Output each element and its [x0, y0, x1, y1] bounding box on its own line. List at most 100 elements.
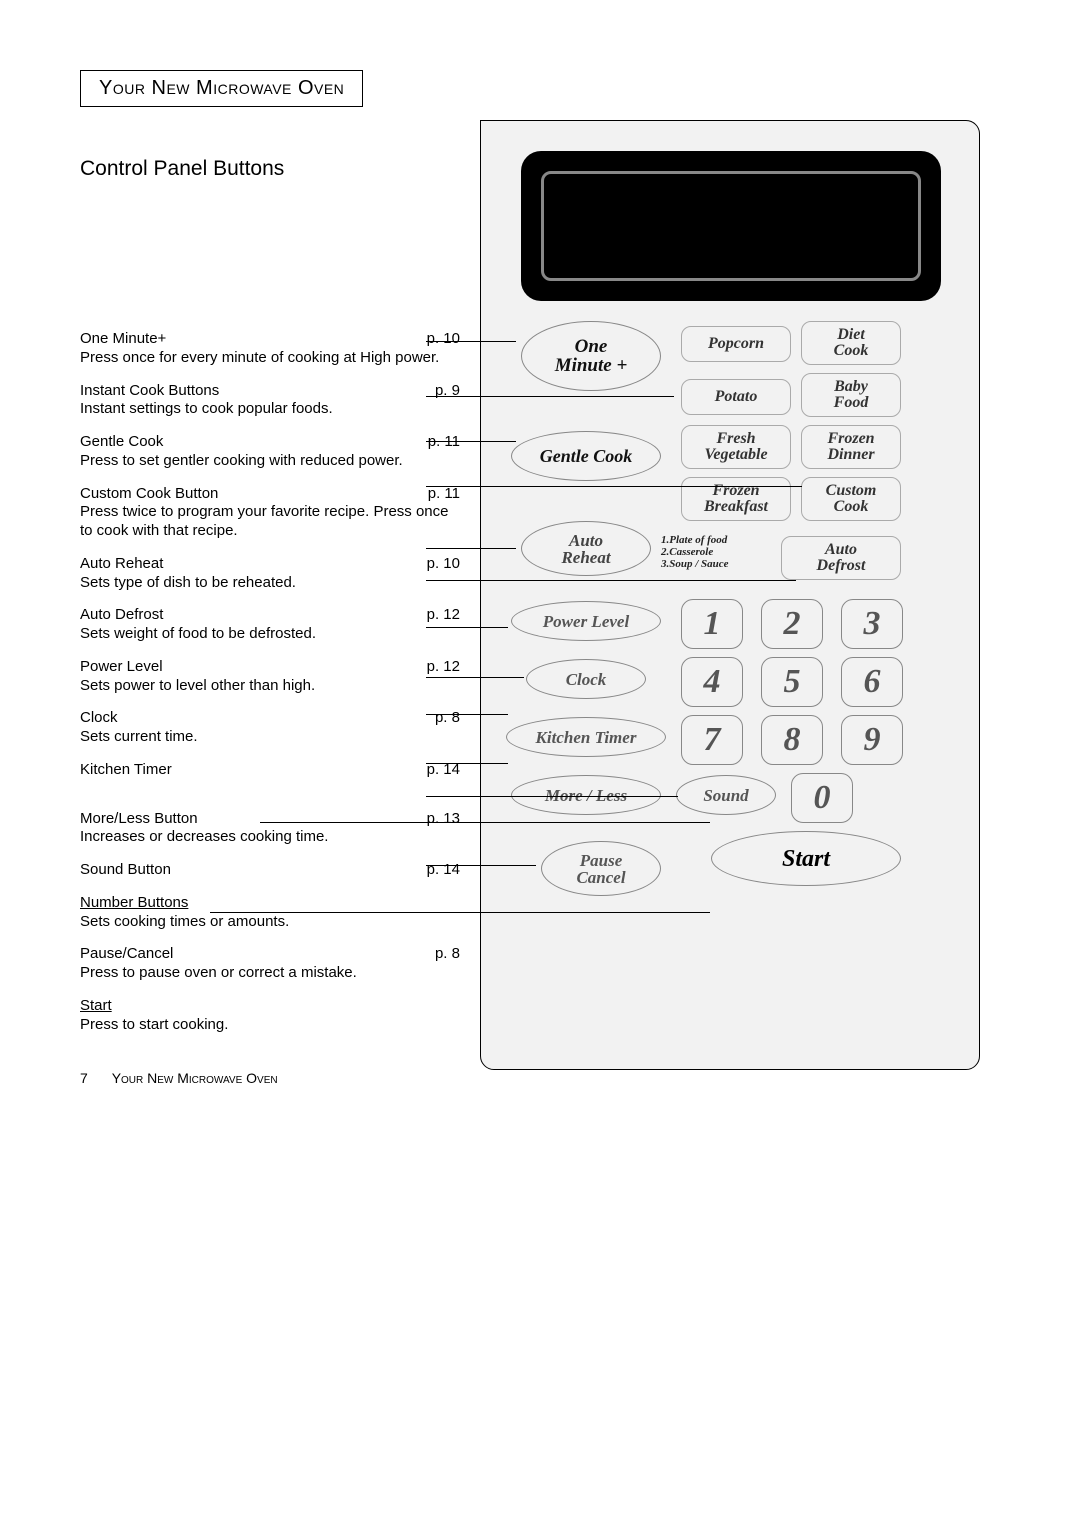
digit: 0	[814, 779, 831, 817]
item-desc: Sets current time.	[80, 728, 460, 747]
item-page: p. 12	[427, 658, 460, 677]
number-9-button[interactable]: 9	[841, 715, 903, 765]
label: Clock	[566, 671, 607, 688]
label: Gentle Cook	[540, 447, 633, 465]
label: Baby	[834, 379, 868, 395]
label: Potato	[715, 389, 758, 405]
label: Start	[782, 847, 830, 871]
number-7-button[interactable]: 7	[681, 715, 743, 765]
leader-line	[426, 714, 508, 715]
leader-line	[426, 341, 516, 342]
item-page: p. 9	[435, 382, 460, 401]
label: Dinner	[827, 447, 874, 463]
leader-line	[426, 441, 516, 442]
label: Sound	[703, 787, 748, 804]
label: Reheat	[561, 549, 610, 566]
item-title: Custom Cook Button	[80, 485, 218, 502]
item-power-level: Power Level p. 12 Sets power to level ot…	[80, 658, 460, 696]
page: Your New Microwave Oven Control Panel Bu…	[80, 70, 1000, 181]
number-4-button[interactable]: 4	[681, 657, 743, 707]
power-level-button[interactable]: Power Level	[511, 601, 661, 641]
item-page: p. 13	[427, 810, 460, 829]
digit: 8	[784, 721, 801, 759]
item-more-less: More/Less Button p. 13 Increases or decr…	[80, 810, 460, 848]
label: Custom	[826, 483, 877, 499]
item-title: Instant Cook Buttons	[80, 382, 219, 399]
label: Diet	[837, 327, 865, 343]
item-title: More/Less Button	[80, 810, 198, 827]
item-desc: Sets type of dish to be reheated.	[80, 574, 460, 593]
leader-line	[426, 548, 516, 549]
leader-line	[426, 865, 536, 866]
potato-button[interactable]: Potato	[681, 379, 791, 415]
item-desc: Press twice to program your favorite rec…	[80, 503, 460, 541]
description-list: One Minute+ p. 10 Press once for every m…	[80, 330, 460, 1048]
lcd-display	[521, 151, 941, 301]
one-minute-button[interactable]: One Minute +	[521, 321, 661, 391]
start-button[interactable]: Start	[711, 831, 901, 886]
leader-line	[426, 796, 678, 797]
item-custom-cook: Custom Cook Button p. 11 Press twice to …	[80, 485, 460, 541]
diet-cook-button[interactable]: DietCook	[801, 321, 901, 365]
item-clock: Clock p. 8 Sets current time.	[80, 709, 460, 747]
page-footer: 7 Your New Microwave Oven	[80, 1070, 278, 1086]
clock-button[interactable]: Clock	[526, 659, 646, 699]
label: Breakfast	[704, 499, 768, 515]
auto-reheat-button[interactable]: Auto Reheat	[521, 521, 651, 576]
item-auto-defrost: Auto Defrost p. 12 Sets weight of food t…	[80, 606, 460, 644]
item-page: p. 10	[427, 555, 460, 574]
label: Auto	[569, 532, 603, 549]
label: Fresh	[716, 431, 755, 447]
frozen-breakfast-button[interactable]: FrozenBreakfast	[681, 477, 791, 521]
item-page: p. 11	[428, 485, 460, 504]
popcorn-button[interactable]: Popcorn	[681, 326, 791, 362]
frozen-dinner-button[interactable]: FrozenDinner	[801, 425, 901, 469]
label: Kitchen Timer	[536, 729, 637, 746]
leader-line	[426, 763, 508, 764]
more-less-button[interactable]: More / Less	[511, 775, 661, 815]
footer-title: Your New Microwave Oven	[112, 1070, 278, 1086]
lcd-inner	[541, 171, 921, 281]
gentle-cook-button[interactable]: Gentle Cook	[511, 431, 661, 481]
item-desc: Press once for every minute of cooking a…	[80, 349, 460, 368]
item-title: Number Buttons	[80, 894, 188, 911]
number-8-button[interactable]: 8	[761, 715, 823, 765]
item-desc: Press to pause oven or correct a mistake…	[80, 964, 460, 983]
digit: 2	[784, 605, 801, 643]
leader-line	[210, 912, 710, 913]
kitchen-timer-button[interactable]: Kitchen Timer	[506, 717, 666, 757]
label: Popcorn	[708, 336, 764, 352]
item-desc: Instant settings to cook popular foods.	[80, 400, 460, 419]
item-one-minute: One Minute+ p. 10 Press once for every m…	[80, 330, 460, 368]
sound-button[interactable]: Sound	[676, 775, 776, 815]
label: Food	[834, 395, 869, 411]
number-5-button[interactable]: 5	[761, 657, 823, 707]
digit: 9	[864, 721, 881, 759]
label: Minute +	[555, 356, 628, 375]
item-page: p. 12	[427, 606, 460, 625]
item-pause-cancel: Pause/Cancel p. 8 Press to pause oven or…	[80, 945, 460, 983]
number-2-button[interactable]: 2	[761, 599, 823, 649]
digit: 1	[704, 605, 721, 643]
pause-cancel-button[interactable]: Pause Cancel	[541, 841, 661, 896]
control-panel: One Minute + Popcorn DietCook Potato Bab…	[480, 120, 980, 1070]
label: Auto	[825, 542, 857, 558]
auto-defrost-button[interactable]: AutoDefrost	[781, 536, 901, 580]
fresh-vegetable-button[interactable]: FreshVegetable	[681, 425, 791, 469]
leader-line	[426, 580, 796, 581]
baby-food-button[interactable]: BabyFood	[801, 373, 901, 417]
item-sound: Sound Button p. 14	[80, 861, 460, 880]
label: Cook	[834, 343, 869, 359]
item-title: Kitchen Timer	[80, 761, 172, 778]
digit: 5	[784, 663, 801, 701]
number-6-button[interactable]: 6	[841, 657, 903, 707]
digit: 4	[704, 663, 721, 701]
label: Vegetable	[704, 447, 767, 463]
number-1-button[interactable]: 1	[681, 599, 743, 649]
custom-cook-button[interactable]: CustomCook	[801, 477, 901, 521]
item-desc: Sets weight of food to be defrosted.	[80, 625, 460, 644]
digit: 7	[704, 721, 721, 759]
number-0-button[interactable]: 0	[791, 773, 853, 823]
number-3-button[interactable]: 3	[841, 599, 903, 649]
item-page: p. 11	[428, 433, 460, 452]
